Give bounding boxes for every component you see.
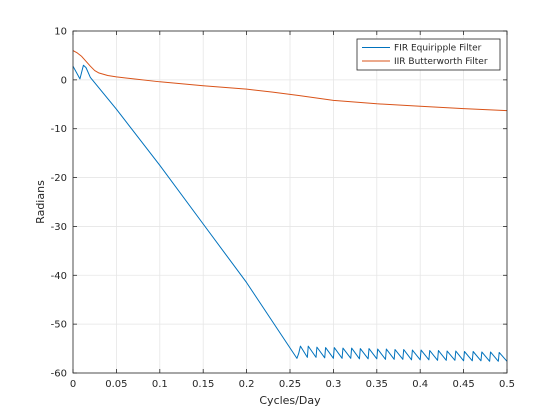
y-tick-label: -30 xyxy=(51,222,67,233)
x-tick-label: 0.1 xyxy=(152,379,168,390)
x-tick-label: 0 xyxy=(70,379,76,390)
y-tick-label: -20 xyxy=(51,173,67,184)
x-tick-label: 0.4 xyxy=(412,379,428,390)
y-tick-label: -60 xyxy=(51,369,67,380)
series-layer xyxy=(72,50,508,362)
y-axis-label: Radians xyxy=(34,180,47,224)
y-tick-label: -50 xyxy=(51,320,67,331)
x-axis-label: Cycles/Day xyxy=(259,394,321,407)
x-tick-label: 0.45 xyxy=(452,379,474,390)
x-tick-label: 0.3 xyxy=(325,379,341,390)
x-tick-label: 0.05 xyxy=(105,379,127,390)
legend-label-iir: IIR Butterworth Filter xyxy=(394,57,488,67)
y-tick-label: 0 xyxy=(61,75,67,86)
y-tick-label: -10 xyxy=(51,124,67,135)
series-line-fir xyxy=(72,64,508,362)
series-line-iir xyxy=(72,50,508,112)
legend-label-fir: FIR Equiripple Filter xyxy=(394,44,482,54)
y-tick-label: -40 xyxy=(51,271,67,282)
x-tick-label: 0.5 xyxy=(499,379,515,390)
tick-layer: 0 0.05 0.1 0.15 0.2 0.25 0.3 0.35 0.4 0.45 0.5100-… xyxy=(51,27,515,391)
x-tick-label: 0.35 xyxy=(366,379,388,390)
x-tick-label: 0.25 xyxy=(279,379,301,390)
y-tick-label: 10 xyxy=(54,27,67,38)
x-tick-label: 0.15 xyxy=(192,379,214,390)
legend-box xyxy=(356,38,501,71)
legend: FIR Equiripple Filter IIR Butterworth Fi… xyxy=(356,38,501,71)
x-tick-label: 0.2 xyxy=(239,379,255,390)
